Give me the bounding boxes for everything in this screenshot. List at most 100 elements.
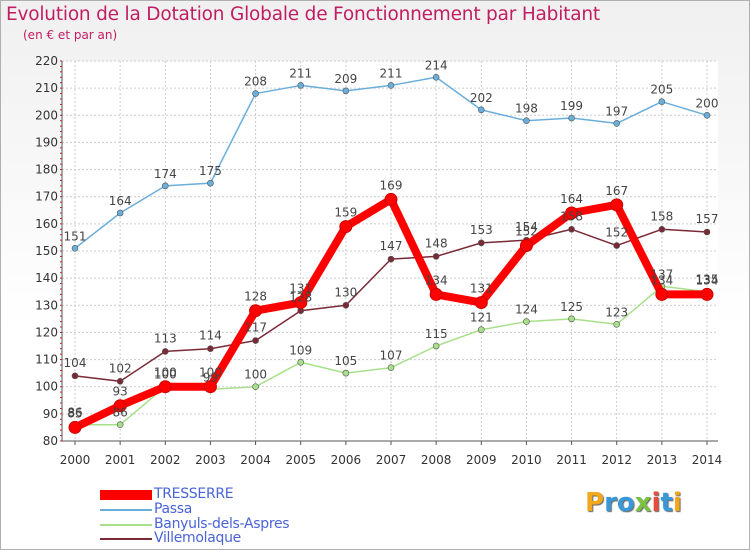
legend-swatch-villemolaque [100,538,152,540]
legend-item-villemolaque: Villemolaque [100,530,360,546]
x-tick-label: 2006 [331,453,362,467]
data-label-banyuls-dels-aspres: 124 [515,303,538,317]
data-point-villemolaque [252,337,259,344]
data-label-banyuls-dels-aspres: 115 [425,327,448,341]
data-label-villemolaque: 153 [470,223,493,237]
y-tick-label: 160 [35,217,58,231]
data-label-tresserre: 131 [289,282,312,296]
proxiti-logo: Proxiti [585,488,682,518]
data-point-passa [71,244,79,252]
data-label-villemolaque: 158 [650,209,673,223]
logo-letter: x [634,488,652,518]
data-point-banyuls-dels-aspres [342,369,350,377]
data-label-villemolaque: 152 [605,226,628,240]
data-point-villemolaque [207,345,214,353]
data-label-tresserre: 169 [380,178,403,192]
data-point-villemolaque [71,372,79,380]
data-label-passa: 202 [470,91,493,105]
data-label-passa: 200 [696,96,719,110]
data-label-tresserre: 134 [696,273,719,287]
data-label-banyuls-dels-aspres: 135 [696,273,719,287]
data-label-passa: 198 [515,102,538,116]
x-tick-label: 2001 [105,453,136,467]
data-point-villemolaque [432,253,440,260]
data-point-passa [523,117,530,125]
legend-swatch-passa [100,509,152,511]
y-tick-label: 110 [35,353,58,367]
data-label-banyuls-dels-aspres: 107 [380,349,403,363]
data-point-banyuls-dels-aspres [432,342,440,350]
data-label-villemolaque: 158 [560,209,583,223]
x-tick-label: 2010 [511,453,542,467]
data-label-banyuls-dels-aspres: 99 [203,370,218,384]
data-point-passa [161,182,169,190]
data-label-tresserre: 134 [425,273,448,287]
legend-label-villemolaque: Villemolaque [154,530,241,546]
x-tick-label: 2011 [556,453,587,467]
data-label-passa: 175 [199,164,222,178]
data-point-passa [116,209,124,217]
data-label-banyuls-dels-aspres: 100 [244,368,267,382]
data-label-villemolaque: 148 [425,236,448,250]
data-label-passa: 209 [334,72,357,86]
data-label-passa: 199 [560,99,583,113]
legend-swatch-banyuls [100,524,152,526]
legend-item-banyuls: Banyuls-dels-Aspres [100,516,360,532]
chart-subtitle: (en € et par an) [23,28,118,42]
data-label-villemolaque: 154 [515,220,538,234]
data-point-banyuls-dels-aspres [477,326,485,334]
logo-letter: i [651,488,661,518]
data-label-passa: 214 [425,58,448,72]
y-tick-label: 90 [43,407,58,421]
data-point-tresserre [384,192,398,206]
legend-label-tresserre: TRESSERRE [154,486,234,502]
data-label-tresserre: 128 [244,290,267,304]
y-tick-label: 80 [43,434,58,448]
data-label-banyuls-dels-aspres: 86 [113,406,128,420]
data-point-banyuls-dels-aspres [613,320,621,328]
data-point-passa [342,87,350,95]
logo-letter: t [660,488,673,518]
data-point-tresserre [249,304,263,318]
data-point-passa [703,111,711,119]
data-point-passa [297,82,305,89]
data-label-tresserre: 93 [113,385,128,399]
data-point-tresserre [519,239,533,253]
data-point-villemolaque [342,301,350,309]
data-point-banyuls-dels-aspres [252,383,259,391]
data-point-passa [477,106,485,114]
y-tick-label: 170 [35,190,58,204]
data-point-villemolaque [658,225,666,233]
x-tick-label: 2002 [150,453,181,467]
x-tick-label: 2014 [692,453,723,467]
data-label-passa: 208 [244,75,267,89]
data-point-passa [387,82,395,89]
data-label-villemolaque: 104 [64,356,87,370]
data-point-villemolaque [568,225,575,233]
data-label-tresserre: 100 [199,366,222,380]
y-tick-label: 100 [35,380,58,394]
data-point-tresserre [610,198,624,212]
data-label-villemolaque: 113 [154,331,177,345]
data-point-tresserre [158,380,172,394]
data-label-villemolaque: 157 [696,212,719,226]
data-label-passa: 205 [650,83,673,97]
chart-title: Evolution de la Dotation Globale de Fonc… [6,4,600,25]
data-label-villemolaque: 128 [289,291,312,305]
y-tick-label: 130 [35,298,58,312]
legend-label-banyuls: Banyuls-dels-Aspres [154,516,290,532]
data-label-tresserre: 159 [334,206,357,220]
logo-letter: o [616,488,635,518]
data-label-passa: 211 [289,66,312,80]
y-tick-label: 120 [35,325,58,339]
y-tick-label: 210 [35,81,58,95]
data-point-banyuls-dels-aspres [523,318,530,325]
legend-swatch-tresserre [100,490,152,500]
data-label-passa: 211 [380,66,403,80]
data-label-passa: 151 [64,229,87,243]
data-point-villemolaque [387,255,395,263]
data-point-villemolaque [116,377,124,385]
data-point-tresserre [474,296,488,310]
x-tick-label: 2012 [601,453,632,467]
